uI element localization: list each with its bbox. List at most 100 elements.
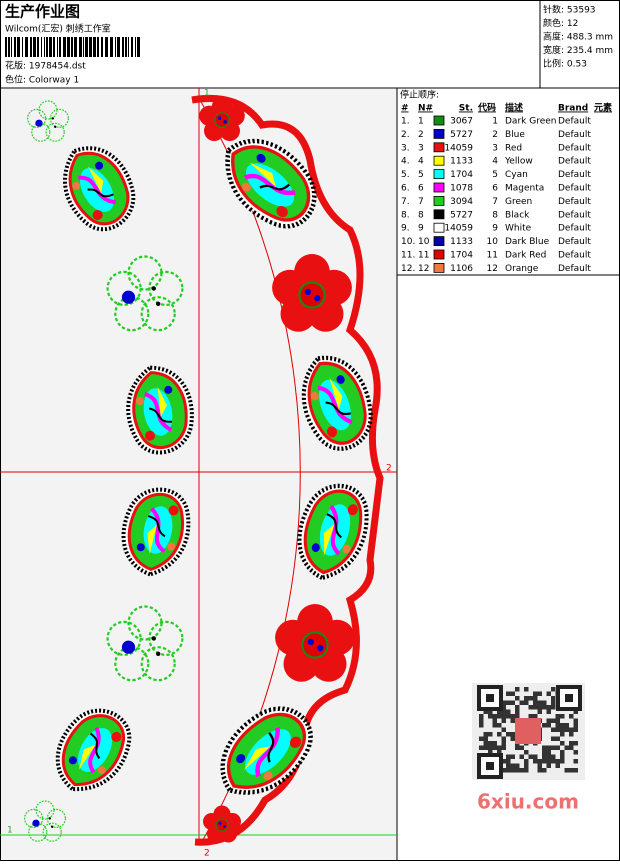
- description: Dark Green: [505, 117, 556, 127]
- qr-cell: [551, 696, 556, 701]
- stitches: 3094: [450, 197, 473, 207]
- qr-cell: [569, 714, 574, 719]
- stat: 宽度: 235.4 mm: [543, 44, 613, 56]
- brand: Default: [558, 264, 591, 274]
- code: 2: [492, 130, 498, 140]
- brand: Default: [558, 170, 591, 180]
- qr-cell: [483, 732, 488, 737]
- qr-cell: [501, 718, 506, 723]
- stop: 9.: [401, 224, 410, 234]
- needle: 1: [418, 117, 424, 127]
- bar: [22, 37, 23, 57]
- qr-cell: [537, 759, 542, 764]
- bar: [74, 37, 77, 57]
- stitches: 1704: [450, 170, 473, 180]
- qr-cell: [533, 705, 538, 710]
- brand: Default: [558, 197, 591, 207]
- swatch: [433, 262, 445, 273]
- stop: 7.: [401, 197, 410, 207]
- qr-cell: [560, 741, 565, 746]
- qr-cell: [501, 736, 506, 741]
- qr-cell: [501, 745, 506, 750]
- stop: 8.: [401, 210, 410, 220]
- qr-cell: [524, 750, 529, 755]
- stitches: 1106: [450, 264, 473, 274]
- title: 生产作业图: [5, 3, 80, 21]
- qr-cell: [506, 691, 511, 696]
- swatch: [433, 249, 445, 260]
- qr-cell: [515, 768, 520, 773]
- qr-cell: [573, 723, 578, 728]
- qr-cell: [510, 736, 515, 741]
- qr-cell: [506, 714, 511, 719]
- qr-cell: [488, 745, 493, 750]
- bar: [67, 37, 70, 57]
- bar: [53, 37, 55, 57]
- qr-cell: [524, 763, 529, 768]
- qr-cell: [555, 714, 560, 719]
- needle: 2: [418, 130, 424, 140]
- qr-cell: [560, 759, 565, 764]
- swatch: [433, 195, 445, 206]
- qr-cell: [524, 700, 529, 705]
- qr-cell: [546, 750, 551, 755]
- description: Dark Blue: [505, 237, 550, 247]
- brand: Default: [558, 224, 591, 234]
- qr-cell: [510, 718, 515, 723]
- qr-cell: [564, 727, 569, 732]
- qr-cell: [483, 736, 488, 741]
- qr-cell: [510, 768, 515, 773]
- bar: [8, 37, 10, 57]
- qr-cell: [501, 727, 506, 732]
- bar: [83, 37, 84, 57]
- qr-cell: [542, 745, 547, 750]
- qr-cell: [515, 705, 520, 710]
- qr-cell: [497, 745, 502, 750]
- stitches: 5727: [450, 210, 473, 220]
- embroidery-drawing: 1 2 1 2: [0, 88, 397, 859]
- qr-code: [472, 683, 585, 780]
- qr-cell: [524, 768, 529, 773]
- brand: Default: [558, 130, 591, 140]
- qr-cell: [510, 732, 515, 737]
- bar: [46, 37, 48, 57]
- description: White: [505, 224, 532, 234]
- bar: [11, 37, 12, 57]
- qr-cell: [501, 759, 506, 764]
- column-header: #: [401, 104, 409, 114]
- brand: Default: [558, 251, 591, 261]
- bar: [101, 37, 103, 57]
- qr-cell: [506, 754, 511, 759]
- qr-cell: [488, 741, 493, 746]
- bar: [59, 37, 61, 57]
- qr-cell: [564, 745, 569, 750]
- qr-cell: [546, 745, 551, 750]
- qr-cell: [560, 754, 565, 759]
- code: 12: [487, 264, 498, 274]
- qr-cell: [551, 736, 556, 741]
- code: 4: [492, 157, 498, 167]
- marker: 1: [7, 826, 13, 836]
- brand: Default: [558, 157, 591, 167]
- qr-cell: [569, 727, 574, 732]
- stop: 11.: [401, 251, 415, 261]
- marker: 2: [386, 464, 392, 474]
- qr-cell: [551, 700, 556, 705]
- qr-cell: [537, 768, 542, 773]
- qr-cell: [497, 732, 502, 737]
- qr-cell: [555, 723, 560, 728]
- qr-cell: [560, 727, 565, 732]
- qr-cell: [488, 714, 493, 719]
- qr-cell: [551, 687, 556, 692]
- stitches: 3067: [450, 117, 473, 127]
- qr-cell: [555, 727, 560, 732]
- bar: [14, 37, 16, 57]
- description: Cyan: [505, 170, 528, 180]
- bar: [25, 37, 28, 57]
- code: 3: [492, 143, 498, 153]
- bar: [17, 37, 20, 57]
- qr-cell: [515, 687, 520, 692]
- qr-cell: [537, 700, 542, 705]
- stitches: 5727: [450, 130, 473, 140]
- qr-cell: [524, 759, 529, 764]
